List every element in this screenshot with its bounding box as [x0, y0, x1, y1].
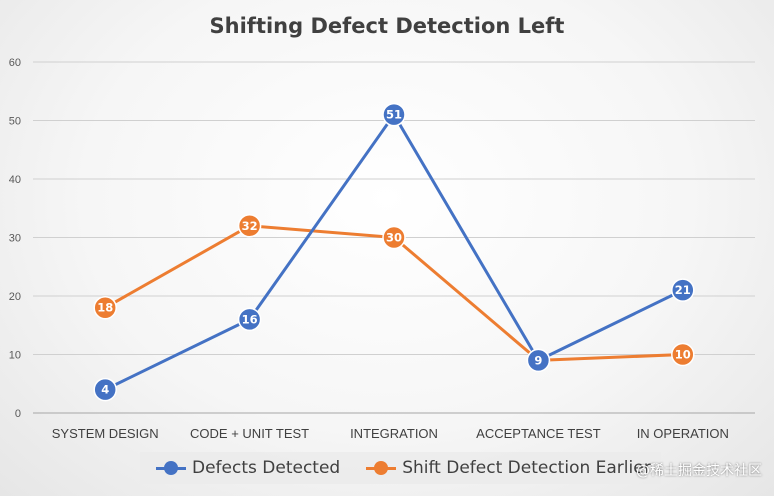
x-category-acceptance-test: ACCEPTANCE TEST	[476, 426, 601, 441]
series-line-defects-detected	[104, 113, 684, 391]
data-label-shift-defect-detection-earlier-2: 30	[386, 231, 402, 245]
y-tick-label: 30	[9, 233, 21, 245]
chart-title: Shifting Defect Detection Left	[209, 14, 565, 38]
point-defects-detected-3	[526, 348, 551, 373]
legend: Defects Detected Shift Defect Detection …	[140, 452, 661, 484]
legend-label-shift-defect-detection: Shift Defect Detection Earlier	[402, 458, 651, 478]
data-label-defects-detected-3: 9	[534, 353, 542, 367]
point-shift-defect-detection-earlier-0	[93, 295, 117, 320]
y-axis-ticks: 0 10 20 30 40 50 60	[9, 57, 21, 420]
y-tick-label: 20	[9, 291, 21, 303]
watermark-text: @稀土掘金技术社区	[636, 463, 762, 479]
data-label-shift-defect-detection-earlier-0: 18	[97, 301, 113, 315]
legend-item-shift-defect-detection: Shift Defect Detection Earlier	[366, 458, 651, 478]
x-category-code-unit-test: CODE + UNIT TEST	[190, 426, 309, 441]
series-layer: 18323091041651921	[93, 102, 695, 402]
y-tick-label: 10	[9, 350, 21, 362]
legend-swatch-orange	[366, 460, 397, 476]
data-label-defects-detected-1: 16	[242, 312, 258, 326]
legend-item-defects-detected: Defects Detected	[156, 458, 340, 478]
point-defects-detected-2	[382, 102, 406, 127]
data-label-shift-defect-detection-earlier-4: 10	[675, 348, 691, 362]
x-category-in-operation: IN OPERATION	[637, 426, 729, 441]
point-shift-defect-detection-earlier-2	[382, 225, 406, 250]
legend-swatch-blue	[156, 460, 186, 476]
data-label-defects-detected-2: 51	[386, 108, 402, 122]
point-defects-detected-4	[671, 278, 695, 302]
x-category-system-design: SYSTEM DESIGN	[52, 426, 159, 441]
point-defects-detected-1	[237, 307, 262, 332]
data-label-defects-detected-4: 21	[675, 283, 691, 297]
y-tick-label: 60	[9, 57, 21, 69]
y-tick-label: 0	[15, 408, 21, 420]
legend-label-defects-detected: Defects Detected	[192, 458, 341, 478]
y-tick-label: 50	[9, 116, 21, 128]
x-axis-categories: SYSTEM DESIGN CODE + UNIT TEST INTEGRATION…	[52, 426, 729, 441]
x-category-integration: INTEGRATION	[350, 426, 438, 441]
point-defects-detected-0	[93, 377, 117, 402]
y-tick-label: 40	[9, 174, 21, 186]
data-label-shift-defect-detection-earlier-1: 32	[242, 219, 258, 233]
point-shift-defect-detection-earlier-1	[237, 214, 262, 238]
point-shift-defect-detection-earlier-4	[671, 342, 695, 367]
data-label-defects-detected-0: 4	[101, 383, 109, 397]
